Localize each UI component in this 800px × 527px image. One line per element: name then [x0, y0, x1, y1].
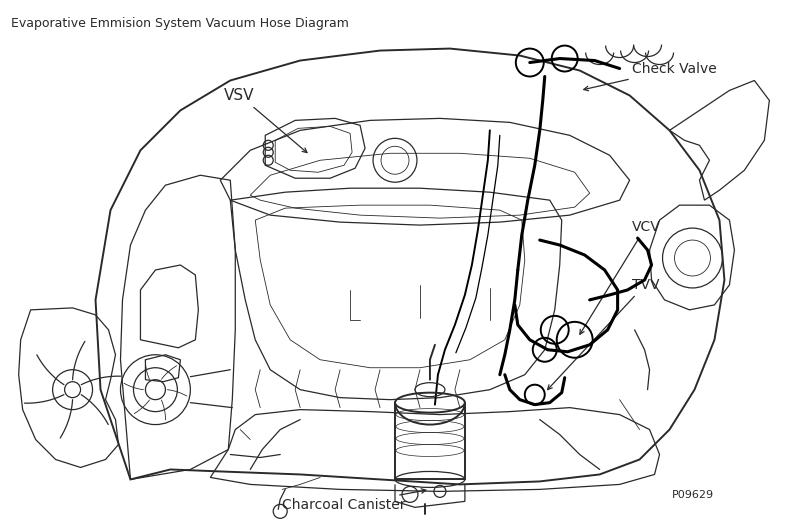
- Text: VSV: VSV: [224, 88, 307, 153]
- Text: TVV: TVV: [547, 278, 659, 389]
- Text: VCV: VCV: [580, 220, 660, 334]
- Text: Charcoal Canister: Charcoal Canister: [282, 489, 426, 512]
- Text: P09629: P09629: [671, 490, 714, 500]
- Text: Check Valve: Check Valve: [584, 62, 716, 91]
- Text: Evaporative Emmision System Vacuum Hose Diagram: Evaporative Emmision System Vacuum Hose …: [10, 17, 349, 30]
